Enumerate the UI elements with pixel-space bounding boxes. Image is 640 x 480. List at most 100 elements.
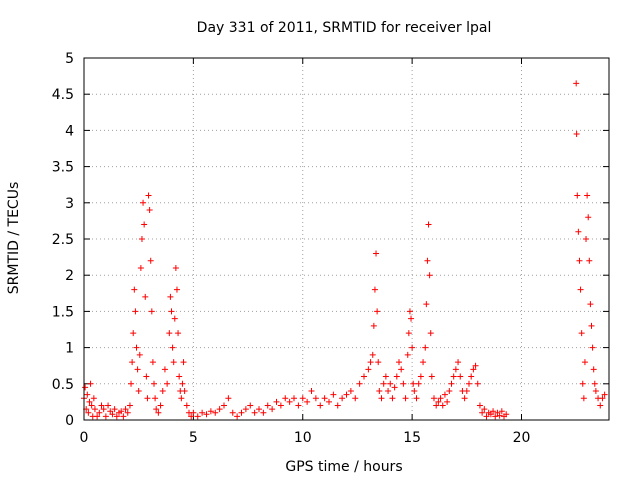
data-point-marker: [229, 409, 236, 416]
data-point-marker: [295, 402, 302, 409]
data-point-marker: [234, 413, 241, 420]
data-point-marker: [167, 293, 174, 300]
data-point-marker: [273, 398, 280, 405]
data-point-marker: [382, 373, 389, 380]
data-point-marker: [498, 408, 505, 415]
data-point-marker: [580, 395, 587, 402]
data-point-marker: [286, 398, 293, 405]
data-point-marker: [317, 402, 324, 409]
data-point-marker: [387, 380, 394, 387]
data-point-marker: [137, 264, 144, 271]
data-point-marker: [590, 366, 597, 373]
data-point-marker: [251, 409, 258, 416]
data-point-marker: [378, 395, 385, 402]
data-point-marker: [85, 409, 92, 416]
data-point-marker: [88, 402, 95, 409]
data-point-marker: [169, 344, 176, 351]
data-point-marker: [417, 373, 424, 380]
data-point-marker: [396, 359, 402, 366]
data-point-marker: [470, 366, 477, 373]
x-axis-ticks: 0 5 10 15 20: [80, 58, 531, 446]
data-point-marker: [151, 380, 157, 387]
data-point-marker: [492, 413, 499, 420]
data-point-marker: [424, 257, 431, 264]
y-tick-label: 5: [65, 51, 74, 67]
data-point-marker: [135, 388, 142, 395]
data-point-marker: [113, 413, 120, 420]
data-point-marker: [573, 80, 580, 87]
data-point-marker: [132, 308, 139, 315]
data-point-marker: [481, 406, 488, 413]
data-point-marker: [216, 406, 223, 413]
y-tick-label: 2: [65, 268, 74, 284]
data-point-marker: [304, 398, 311, 405]
data-point-marker: [181, 388, 188, 395]
data-point-marker: [152, 395, 159, 402]
data-point-marker: [82, 384, 89, 391]
data-point-marker: [588, 322, 595, 329]
data-point-marker: [203, 411, 210, 418]
data-point-marker: [126, 402, 133, 409]
data-point-marker: [490, 408, 497, 415]
data-point-marker: [91, 406, 98, 413]
data-point-marker: [589, 344, 596, 351]
data-point-marker: [585, 214, 592, 221]
y-axis-ticks: 0 0.5 1 1.5 2 2.5 3 3.5 4 4.5 5: [52, 51, 609, 429]
data-point-marker: [144, 395, 151, 402]
data-point-marker: [149, 359, 156, 366]
y-tick-label: 3.5: [52, 160, 74, 176]
data-point-marker: [179, 380, 186, 387]
data-point-marker: [587, 301, 594, 308]
x-tick-label: 20: [513, 430, 531, 446]
data-point-marker: [175, 330, 182, 337]
data-point-marker: [100, 406, 107, 413]
data-point-marker: [439, 402, 446, 409]
data-point-marker: [282, 395, 289, 402]
data-point-marker: [207, 408, 214, 415]
data-point-marker: [398, 366, 405, 373]
data-point-marker: [437, 395, 444, 402]
data-point-marker: [389, 395, 396, 402]
data-point-marker: [347, 388, 354, 395]
data-point-marker: [393, 373, 400, 380]
data-point-marker: [159, 388, 166, 395]
x-tick-label: 0: [80, 430, 89, 446]
data-point-marker: [138, 236, 145, 242]
x-axis-title: GPS time / hours: [285, 459, 402, 475]
data-point-marker: [164, 380, 171, 387]
data-point-marker: [161, 366, 168, 373]
data-point-marker: [102, 413, 109, 420]
data-point-marker: [433, 402, 440, 409]
data-point-marker: [170, 359, 177, 366]
data-point-marker: [148, 308, 155, 315]
data-point-marker: [221, 402, 227, 409]
grid-lines: [84, 58, 609, 420]
y-tick-label: 0: [65, 413, 74, 429]
data-point-marker: [87, 380, 94, 387]
data-point-marker: [312, 395, 319, 402]
data-point-marker: [105, 402, 112, 409]
data-point-marker: [308, 388, 315, 395]
y-axis-title: SRMTID / TECUs: [6, 182, 22, 295]
data-point-marker: [411, 388, 418, 395]
data-point-marker: [176, 373, 183, 380]
data-point-marker: [147, 257, 154, 264]
y-tick-label: 4.5: [52, 87, 74, 103]
data-point-marker: [476, 402, 483, 409]
data-point-marker: [446, 388, 453, 395]
data-point-marker: [247, 402, 254, 409]
y-tick-label: 4: [65, 123, 74, 139]
data-point-marker: [153, 406, 160, 413]
data-point-marker: [576, 257, 583, 264]
data-point-marker: [136, 351, 143, 358]
data-point-marker: [128, 380, 135, 387]
data-point-marker: [583, 236, 590, 242]
data-point-marker: [463, 388, 470, 395]
data-point-marker: [496, 412, 503, 419]
data-point-marker: [190, 409, 197, 416]
data-point-marker: [423, 301, 430, 308]
data-point-marker: [402, 395, 409, 402]
data-point-marker: [380, 380, 387, 387]
data-point-marker: [299, 395, 306, 402]
data-point-marker: [188, 413, 195, 420]
